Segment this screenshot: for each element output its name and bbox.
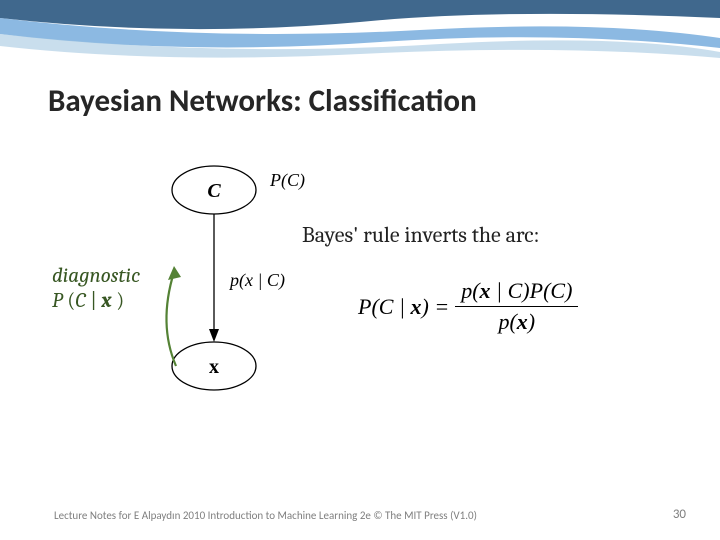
prior-label: P(C) bbox=[269, 170, 305, 191]
page-number: 30 bbox=[673, 507, 686, 522]
node-x-label: x bbox=[209, 356, 219, 378]
slide-title: Bayesian Networks: Classification bbox=[48, 82, 477, 120]
node-c-label: C bbox=[207, 180, 221, 202]
bayes-rule-text: Bayes' rule inverts the arc: bbox=[302, 222, 539, 248]
diagnostic-word: diagnostic bbox=[52, 264, 140, 289]
bayes-formula: P(C | x) = p(x | C)P(C) p(x) bbox=[358, 278, 578, 335]
header-wave-decoration bbox=[0, 0, 720, 70]
likelihood-label: p(x | C) bbox=[228, 270, 285, 291]
diagnostic-notation: P (C | x ) bbox=[52, 289, 140, 314]
diagnostic-label: diagnostic P (C | x ) bbox=[52, 264, 140, 314]
diagnostic-arrow bbox=[148, 264, 208, 374]
footer-citation: Lecture Notes for E Alpaydın 2010 Introd… bbox=[54, 509, 477, 522]
